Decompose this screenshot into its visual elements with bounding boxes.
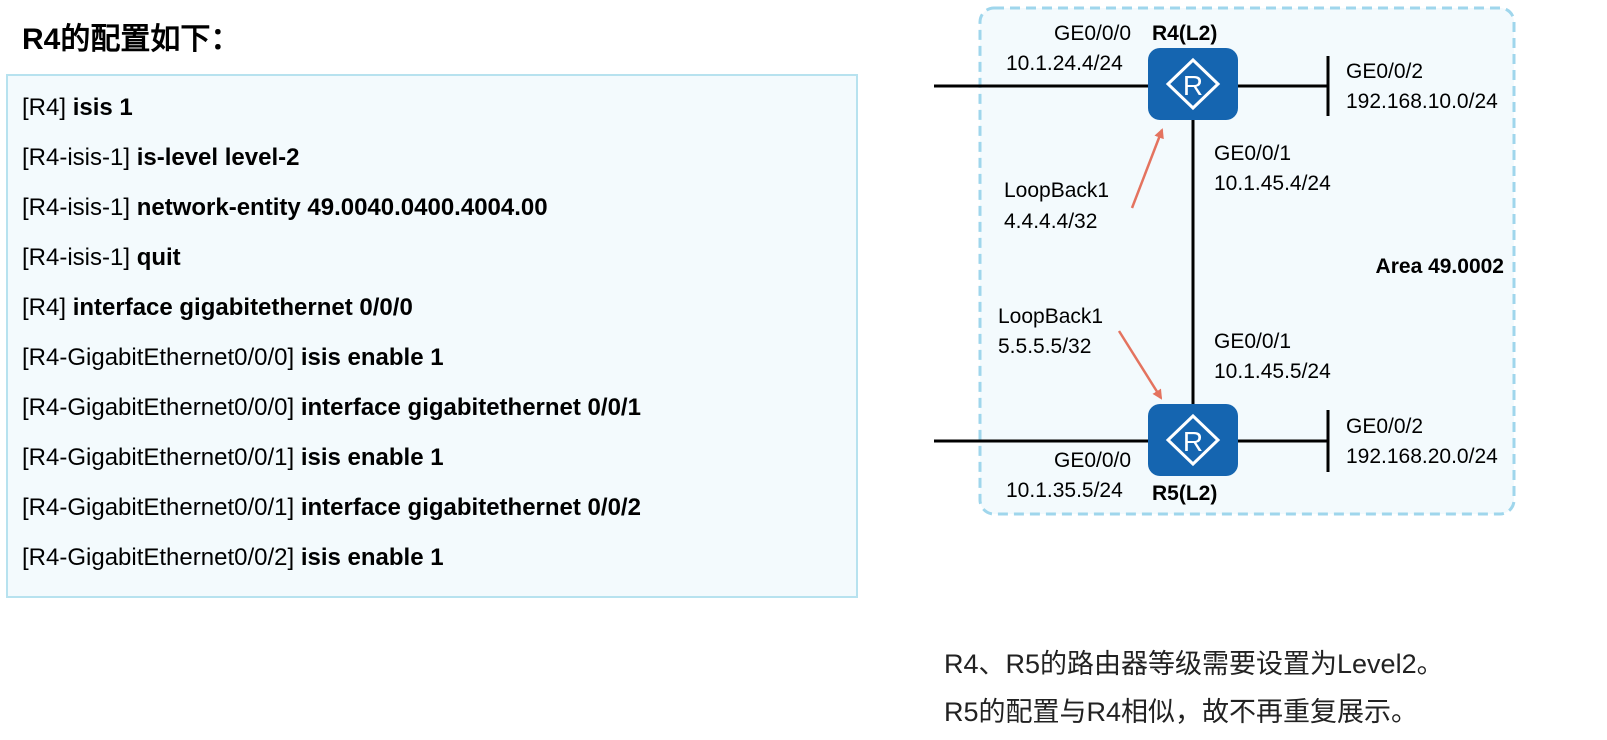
note-line: R5的配置与R4相似，故不再重复展示。 [944, 697, 1419, 727]
r5-ge001-if-label: GE0/0/1 [1214, 330, 1291, 353]
svg-text:R: R [1183, 426, 1203, 457]
r4-ge001-ip-label: 10.1.45.4/24 [1214, 172, 1331, 195]
r4-loopback-ip-label: 4.4.4.4/32 [1004, 210, 1097, 233]
config-line: [R4] interface gigabitethernet 0/0/0 [22, 294, 413, 322]
r5-loopback-ip-label: 5.5.5.5/32 [998, 335, 1091, 358]
config-line: [R4-GigabitEthernet0/0/0] isis enable 1 [22, 344, 444, 372]
note-line: R4、R5的路由器等级需要设置为Level2。 [944, 649, 1444, 679]
r4-ge001-if-label: GE0/0/1 [1214, 142, 1291, 165]
config-prompt: [R4-GigabitEthernet0/0/0] [22, 344, 301, 371]
config-command: interface gigabitethernet 0/0/2 [300, 494, 641, 521]
r5-ge002-ip-label: 192.168.20.0/24 [1346, 445, 1498, 468]
config-line: [R4-GigabitEthernet0/0/2] isis enable 1 [22, 544, 444, 572]
router-r5-icon: R [1148, 404, 1238, 476]
config-prompt: [R4-isis-1] [22, 144, 137, 171]
r5-loopback-if-label: LoopBack1 [998, 305, 1103, 328]
r4-ge000-ip-label: 10.1.24.4/24 [1006, 52, 1123, 75]
config-line: [R4-isis-1] network-entity 49.0040.0400.… [22, 194, 548, 222]
config-prompt: [R4-isis-1] [22, 244, 137, 271]
config-prompt: [R4-GigabitEthernet0/0/0] [22, 394, 301, 421]
r5-ge001-ip-label: 10.1.45.5/24 [1214, 360, 1331, 383]
r5-ge002-if-label: GE0/0/2 [1346, 415, 1423, 438]
config-line: [R4-isis-1] quit [22, 244, 181, 272]
config-prompt: [R4] [22, 94, 73, 121]
config-prompt: [R4-GigabitEthernet0/0/1] [22, 444, 301, 471]
config-prompt: [R4-GigabitEthernet0/0/1] [22, 494, 301, 521]
config-line: [R4-isis-1] is-level level-2 [22, 144, 299, 172]
config-command: interface gigabitethernet 0/0/1 [300, 394, 641, 421]
area-label: Area 49.0002 [1376, 255, 1504, 278]
config-line: [R4-GigabitEthernet0/0/0] interface giga… [22, 394, 641, 422]
config-command: isis 1 [72, 94, 133, 121]
config-command: network-entity 49.0040.0400.4004.00 [136, 194, 548, 221]
router-r4-icon: R [1148, 48, 1238, 120]
config-command: interface gigabitethernet 0/0/0 [72, 294, 413, 321]
r4-ge002-ip-label: 192.168.10.0/24 [1346, 90, 1498, 113]
config-command: quit [136, 244, 181, 271]
r5-loopback-arrow [1117, 330, 1163, 400]
config-command: isis enable 1 [300, 544, 444, 571]
svg-text:R: R [1183, 70, 1203, 101]
r5-ge000-if-label: GE0/0/0 [1054, 449, 1131, 472]
config-prompt: [R4-GigabitEthernet0/0/2] [22, 544, 301, 571]
r5-name-label: R5(L2) [1152, 482, 1217, 505]
r4-ge002-if-label: GE0/0/2 [1346, 60, 1423, 83]
r4-ge000-if-label: GE0/0/0 [1054, 22, 1131, 45]
r4-loopback-if-label: LoopBack1 [1004, 179, 1109, 202]
config-prompt: [R4-isis-1] [22, 194, 137, 221]
config-line: [R4-GigabitEthernet0/0/1] isis enable 1 [22, 444, 444, 472]
config-command: is-level level-2 [136, 144, 300, 171]
config-command: isis enable 1 [300, 344, 444, 371]
r5-ge000-ip-label: 10.1.35.5/24 [1006, 479, 1123, 502]
config-line: [R4-GigabitEthernet0/0/1] interface giga… [22, 494, 641, 522]
config-prompt: [R4] [22, 294, 73, 321]
config-line: [R4] isis 1 [22, 94, 133, 122]
config-command: isis enable 1 [300, 444, 444, 471]
r4-loopback-arrow [1130, 128, 1164, 209]
r4-name-label: R4(L2) [1152, 22, 1217, 45]
config-box: [R4] isis 1 [R4-isis-1] is-level level-2… [6, 74, 858, 598]
page-title: R4的配置如下： [22, 23, 241, 56]
area-boundary [978, 6, 1516, 516]
